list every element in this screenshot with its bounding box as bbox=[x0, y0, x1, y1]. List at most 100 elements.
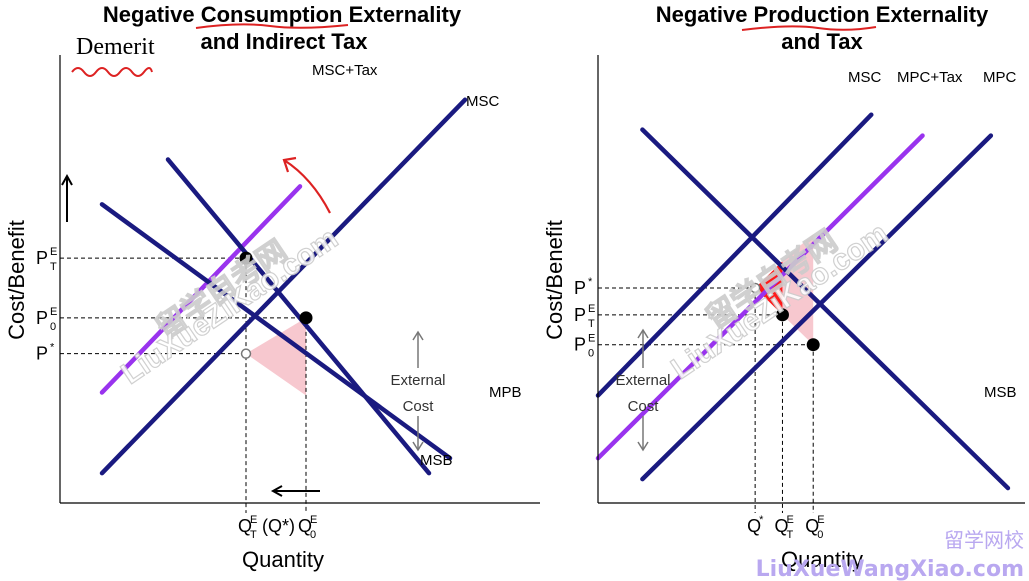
quantity-tick-label-1-sup: E bbox=[310, 514, 317, 526]
curve-label-msc-tax: MSC+Tax bbox=[312, 62, 378, 79]
price-tick-label-0-base: P bbox=[36, 248, 48, 268]
curve-labels: MSC MPC+Tax MPC MSB bbox=[848, 69, 1017, 401]
price-tick-label-0-sup: E bbox=[50, 246, 57, 258]
quantity-tick-label-2-sub: 0 bbox=[817, 529, 823, 541]
title-underline-annotation bbox=[195, 23, 349, 29]
curve-label-msc: MSC bbox=[466, 93, 500, 110]
note-scribble bbox=[71, 67, 153, 77]
tick-labels: P *P ETP E0Q* QET QE0 bbox=[574, 276, 825, 541]
price-tick-label-2-sup: E bbox=[588, 333, 595, 345]
curve-mpb bbox=[99, 202, 453, 461]
watermark-en-right: LiuXueZiKao.com bbox=[665, 217, 893, 386]
watermark-en-left: LiuXueZiKao.com bbox=[115, 222, 343, 391]
price-tick-label-0-sup: * bbox=[588, 276, 593, 288]
curve-mpc bbox=[640, 133, 994, 482]
quantity-tick-label-1-base: Q bbox=[298, 516, 312, 536]
guide-lines bbox=[598, 287, 814, 513]
price-tick-label-2-sub: 0 bbox=[588, 348, 594, 360]
external-cost-label-line-2: Cost bbox=[403, 398, 435, 415]
chart-title-line-1: Negative Consumption Externality bbox=[103, 2, 462, 27]
quantity-tick-label-2-base: Q bbox=[805, 516, 819, 536]
y-axis-label: Cost/Benefit bbox=[4, 220, 29, 340]
equilibrium-point bbox=[806, 338, 820, 352]
curve-mpc-tax bbox=[595, 133, 925, 461]
brand-cn: 留学网校 bbox=[944, 528, 1024, 552]
price-tick-label-1-base: P bbox=[36, 308, 48, 328]
price-tick-label-1-base: P bbox=[574, 305, 586, 325]
equilibrium-points bbox=[749, 282, 820, 352]
quantity-tick-label-0-base: Q bbox=[238, 516, 252, 536]
curve-label-mpc: MPC bbox=[983, 69, 1017, 86]
optimum-point bbox=[749, 282, 761, 294]
curve-label-mpb: MPB bbox=[489, 384, 522, 401]
curve-msc bbox=[99, 97, 468, 476]
equilibrium-point bbox=[775, 308, 789, 322]
quantity-tick-label-0-base: Q bbox=[747, 516, 761, 536]
handwritten-note: Demerit bbox=[76, 34, 155, 60]
equilibrium-point bbox=[239, 251, 253, 265]
quantity-tick-label-1-sup: E bbox=[786, 514, 793, 526]
price-tick-label-0: P * bbox=[574, 276, 593, 298]
title-underline-annotation bbox=[741, 25, 877, 31]
equilibrium-points bbox=[239, 251, 313, 359]
price-tick-label-2-base: P bbox=[574, 335, 586, 355]
price-tick-label-2: P E 0 bbox=[574, 333, 595, 360]
quantity-tick-label-1: QET bbox=[774, 514, 793, 541]
price-tick-label-2-base: P bbox=[36, 344, 48, 364]
quantity-tick-label-1-sub: T bbox=[786, 529, 793, 541]
chart-title-line-2: and Indirect Tax bbox=[200, 29, 368, 54]
curve-label-msb: MSB bbox=[984, 384, 1017, 401]
price-tick-label-1: P ET bbox=[574, 303, 595, 330]
red-arrowhead bbox=[282, 156, 297, 173]
chart-title-line-1: Negative Production Externality bbox=[656, 2, 989, 27]
curve-msb bbox=[165, 157, 432, 476]
quantity-tick-label-1: QE 0 bbox=[298, 514, 317, 541]
price-tick-label-1-sup: E bbox=[588, 303, 595, 315]
quantity-tick-label-0: QET (Q*) bbox=[238, 514, 295, 541]
optimum-point bbox=[240, 348, 252, 359]
curve-labels: MSC+Tax MSC MPB MSB bbox=[312, 62, 522, 469]
external-cost-label-line-1: External bbox=[615, 372, 670, 389]
shift-arrows bbox=[61, 173, 320, 497]
consumption-externality-chart: Negative Consumption Externality and Ind… bbox=[4, 2, 540, 572]
quantity-tick-label-0-suffix: (Q*) bbox=[262, 516, 295, 536]
quantity-tick-label-1-sub: 0 bbox=[310, 529, 316, 541]
price-tick-label-1-sub: 0 bbox=[50, 321, 56, 333]
price-tick-label-1: P E 0 bbox=[36, 306, 57, 333]
price-tick-label-1-sub: T bbox=[588, 318, 595, 330]
quantity-tick-label-2-sup: E bbox=[817, 514, 824, 526]
curve-msc-tax bbox=[99, 184, 303, 395]
y-axis-label: Cost/Benefit bbox=[542, 220, 567, 340]
quantity-tick-label-1-base: Q bbox=[774, 516, 788, 536]
external-cost-label-line-1: External bbox=[390, 372, 445, 389]
external-cost-label-line-2: Cost bbox=[628, 398, 660, 415]
brand-en: LiuXueWangXiao.com bbox=[756, 557, 1024, 581]
curves bbox=[99, 97, 468, 476]
curve-label-msb: MSB bbox=[420, 452, 453, 469]
curve-msb bbox=[640, 127, 1011, 491]
chart-title-line-2: and Tax bbox=[781, 29, 863, 54]
curve-label-msc: MSC bbox=[848, 69, 882, 86]
quantity-tick-label-2: QE 0 bbox=[805, 514, 824, 541]
equilibrium-point bbox=[299, 311, 313, 325]
price-tick-label-1-sup: E bbox=[50, 306, 57, 318]
quantity-tick-label-0-sup: * bbox=[759, 514, 764, 526]
curve-label-mpc-tax: MPC+Tax bbox=[897, 69, 963, 86]
price-tick-label-0: P ET bbox=[36, 246, 57, 273]
price-tick-label-2: P * bbox=[36, 342, 55, 364]
x-axis-label: Quantity bbox=[242, 547, 324, 572]
welfare-gain-region bbox=[246, 317, 306, 396]
external-cost-arrows bbox=[637, 328, 649, 452]
price-tick-label-2-sup: * bbox=[50, 342, 55, 354]
price-tick-label-0-sub: T bbox=[50, 261, 57, 273]
external-cost-arrows bbox=[412, 330, 424, 452]
quantity-tick-label-0: Q* bbox=[747, 514, 764, 536]
guide-lines bbox=[60, 257, 307, 513]
red-arrow-annotation bbox=[283, 159, 331, 214]
production-externality-chart: Negative Production Externality and Tax … bbox=[542, 2, 1025, 572]
price-tick-label-0-base: P bbox=[574, 278, 586, 298]
tick-labels: P ETP E0P *QET (Q*) QE0 bbox=[36, 246, 317, 541]
quantity-tick-label-0-sup: E bbox=[250, 514, 257, 526]
quantity-tick-label-0-sub: T bbox=[250, 529, 257, 541]
